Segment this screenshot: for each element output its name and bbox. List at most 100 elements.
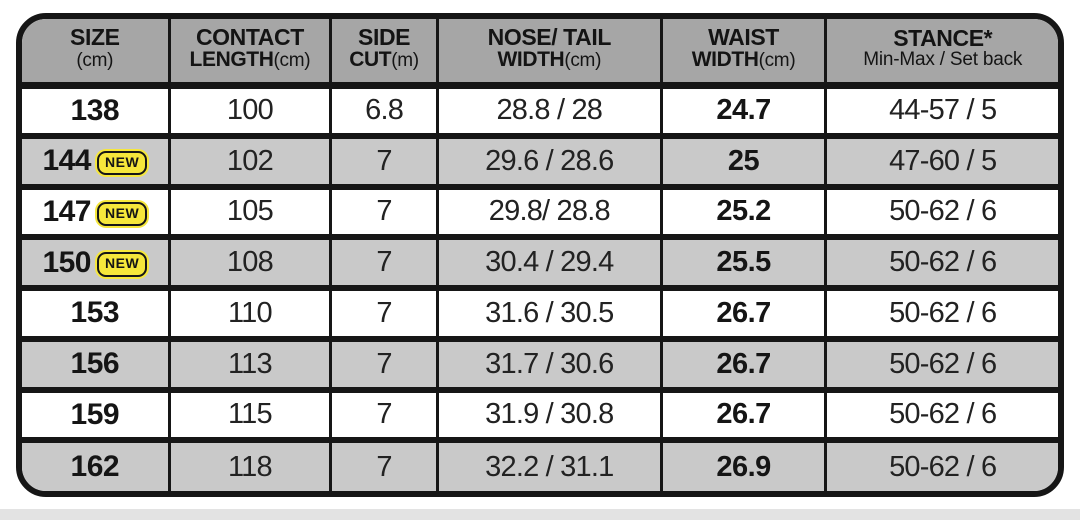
- stance-cell: 50-62 / 6: [824, 437, 1058, 491]
- size-value: 147: [42, 194, 91, 228]
- column-header-line1: CONTACT: [195, 23, 304, 50]
- size-value: 153: [70, 296, 120, 330]
- stance-cell: 47-60 / 5: [824, 132, 1058, 187]
- contact-length-cell: 100: [167, 85, 331, 136]
- size-value-wrap: 147 NEW: [42, 194, 148, 229]
- column-header-line1: SIZE: [70, 23, 120, 50]
- size-cell: 159: [22, 386, 170, 441]
- size-spec-table: SIZE (cm) CONTACT LENGTH(cm) SIDE CUT(m) NOSE/…: [16, 13, 1064, 497]
- table-row-147: 147 NEW 105 7 29.8/ 28.8 25.2 50-62 / 6: [22, 183, 1058, 238]
- bottom-strip: [0, 509, 1080, 520]
- column-header-word: WIDTH: [691, 47, 759, 71]
- nose-tail-cell: 30.4 / 29.4: [435, 234, 662, 288]
- column-header-word: WIDTH: [497, 47, 565, 71]
- nose-tail-cell: 31.6 / 30.5: [435, 285, 662, 339]
- size-value-wrap: 156: [71, 347, 120, 381]
- table-row-156: 156 113 7 31.7 / 30.6 26.7 50-62 / 6: [22, 335, 1058, 390]
- table-row-159: 159 115 7 31.9 / 30.8 26.7 50-62 / 6: [22, 386, 1058, 441]
- size-cell: 138: [22, 85, 170, 136]
- waist-cell: 25: [659, 132, 826, 187]
- waist-cell: 24.7: [659, 85, 826, 136]
- new-badge: NEW: [97, 252, 148, 277]
- column-header-size: SIZE (cm): [22, 19, 170, 89]
- size-value-wrap: 153: [71, 296, 120, 330]
- column-header-waist: WAIST WIDTH(cm): [659, 19, 826, 89]
- size-value-wrap: 138: [71, 94, 120, 128]
- table-body: 138 100 6.8 28.8 / 28 24.7 44-57 / 5 144 NEW 102…: [22, 85, 1058, 491]
- column-unit: (cm): [273, 49, 311, 71]
- waist-cell: 25.5: [659, 234, 826, 288]
- contact-length-cell: 118: [167, 437, 331, 491]
- side-cut-cell: 6.8: [329, 85, 438, 136]
- header-row: SIZE (cm) CONTACT LENGTH(cm) SIDE CUT(m) NOSE/…: [22, 19, 1058, 89]
- size-value: 144: [42, 144, 91, 178]
- size-value: 156: [70, 347, 120, 381]
- new-badge: NEW: [97, 150, 148, 176]
- nose-tail-cell: 31.9 / 30.8: [435, 386, 662, 441]
- size-value: 162: [70, 450, 120, 484]
- contact-length-cell: 115: [167, 386, 331, 441]
- column-header-line1: WAIST: [708, 23, 779, 50]
- nose-tail-cell: 28.8 / 28: [435, 85, 662, 136]
- waist-cell: 26.7: [659, 386, 826, 441]
- column-header-word: Min-Max / Set back: [863, 49, 1023, 71]
- column-unit: (cm): [76, 49, 114, 71]
- column-header-nose-tail: NOSE/ TAIL WIDTH(cm): [435, 19, 662, 89]
- table-row-138: 138 100 6.8 28.8 / 28 24.7 44-57 / 5: [22, 85, 1058, 136]
- table-row-153: 153 110 7 31.6 / 30.5 26.7 50-62 / 6: [22, 285, 1058, 339]
- contact-length-cell: 113: [167, 335, 331, 390]
- column-header-line2: WIDTH(cm): [663, 47, 825, 72]
- column-unit: (cm): [758, 49, 796, 71]
- size-cell: 147 NEW: [22, 183, 170, 238]
- column-header-line2: (cm): [22, 49, 168, 72]
- size-value-wrap: 144 NEW: [42, 144, 148, 178]
- size-value: 150: [42, 245, 91, 279]
- size-value: 138: [70, 93, 120, 127]
- stance-cell: 50-62 / 6: [824, 335, 1058, 390]
- size-value-wrap: 150 NEW: [42, 245, 148, 280]
- waist-cell: 25.2: [659, 183, 826, 238]
- side-cut-cell: 7: [329, 132, 438, 187]
- table-row-162: 162 118 7 32.2 / 31.1 26.9 50-62 / 6: [22, 437, 1058, 491]
- nose-tail-cell: 32.2 / 31.1: [435, 437, 662, 491]
- column-header-line2: Min-Max / Set back: [827, 49, 1058, 71]
- column-header-side-cut: SIDE CUT(m): [329, 19, 438, 89]
- side-cut-cell: 7: [329, 285, 438, 339]
- column-header-line2: CUT(m): [332, 48, 436, 72]
- column-header-line1: STANCE*: [893, 24, 993, 51]
- size-value-wrap: 159: [71, 398, 120, 432]
- waist-cell: 26.7: [659, 285, 826, 339]
- column-header-line2: LENGTH(cm): [171, 48, 330, 72]
- waist-cell: 26.7: [659, 335, 826, 390]
- waist-cell: 26.9: [659, 437, 826, 491]
- stance-cell: 44-57 / 5: [824, 85, 1058, 136]
- side-cut-cell: 7: [329, 437, 438, 491]
- column-header-line2: WIDTH(cm): [439, 47, 660, 72]
- contact-length-cell: 105: [167, 183, 331, 238]
- side-cut-cell: 7: [329, 234, 438, 288]
- column-unit: (cm): [564, 49, 602, 71]
- size-cell: 156: [22, 335, 170, 390]
- column-header-line1: SIDE: [358, 23, 411, 50]
- column-unit: (m): [391, 49, 419, 71]
- nose-tail-cell: 29.8/ 28.8: [435, 183, 662, 238]
- size-cell: 144 NEW: [22, 132, 170, 187]
- column-header-line1: NOSE/ TAIL: [487, 23, 612, 50]
- new-badge: NEW: [97, 201, 148, 227]
- size-cell: 150 NEW: [22, 234, 170, 288]
- column-header-contact-length: CONTACT LENGTH(cm): [167, 19, 331, 89]
- table-row-144: 144 NEW 102 7 29.6 / 28.6 25 47-60 / 5: [22, 132, 1058, 187]
- table-row-150: 150 NEW 108 7 30.4 / 29.4 25.5 50-62 / 6: [22, 234, 1058, 288]
- side-cut-cell: 7: [329, 386, 438, 441]
- side-cut-cell: 7: [329, 335, 438, 390]
- size-value: 159: [70, 397, 120, 431]
- size-cell: 153: [22, 285, 170, 339]
- contact-length-cell: 102: [167, 132, 331, 187]
- stance-cell: 50-62 / 6: [824, 234, 1058, 288]
- side-cut-cell: 7: [329, 183, 438, 238]
- stance-cell: 50-62 / 6: [824, 386, 1058, 441]
- table-header: SIZE (cm) CONTACT LENGTH(cm) SIDE CUT(m) NOSE/…: [22, 19, 1058, 89]
- stance-cell: 50-62 / 6: [824, 285, 1058, 339]
- spec-table-grid: SIZE (cm) CONTACT LENGTH(cm) SIDE CUT(m) NOSE/…: [22, 19, 1058, 491]
